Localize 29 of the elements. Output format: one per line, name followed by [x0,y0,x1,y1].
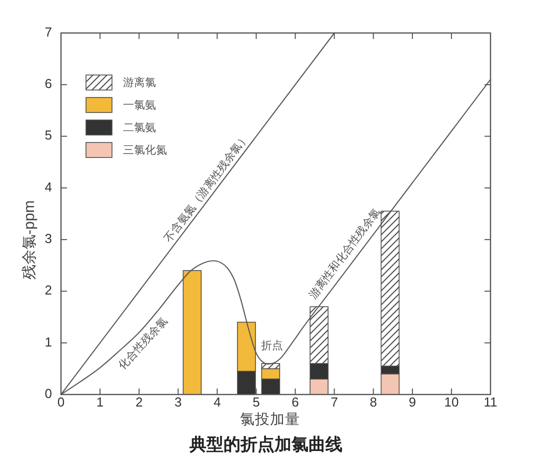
annotation: 游离性和化合性残余氯 [306,205,383,302]
x-tick-label: 3 [174,394,182,410]
legend-label: 二氯氨 [123,122,156,134]
y-tick-label: 6 [44,76,52,92]
x-axis-title: 氯投加量 [240,410,300,428]
y-axis-title: 残余氯-ppm [20,200,38,280]
x-tick-label: 1 [96,394,104,410]
legend-label: 三氯化氮 [123,144,167,156]
legend-label: 一氯氨 [123,99,156,112]
x-tick-label: 0 [57,394,65,410]
x-tick-label: 2 [135,394,143,410]
x-tick-label: 9 [408,394,416,410]
y-tick-label: 4 [44,179,52,194]
y-tick-label: 2 [44,282,52,298]
x-tick-label: 11 [484,394,498,410]
y-tick-label: 7 [44,24,52,40]
y-tick-label: 3 [44,231,52,246]
x-tick-label: 4 [214,394,221,410]
x-tick-label: 6 [292,394,299,410]
annotation: 化合性残余氯 [116,314,170,372]
x-tick-label: 10 [444,394,459,410]
annotation: 折点 [260,338,283,352]
x-tick-label: 8 [370,394,377,410]
x-tick-label: 5 [252,394,260,410]
y-tick-label: 5 [44,128,52,143]
y-tick-label: 1 [44,334,52,350]
x-tick-label: 7 [330,394,338,410]
legend-label: 游离氯 [123,76,156,89]
text: 典型的折点加氯曲线 [188,435,342,454]
